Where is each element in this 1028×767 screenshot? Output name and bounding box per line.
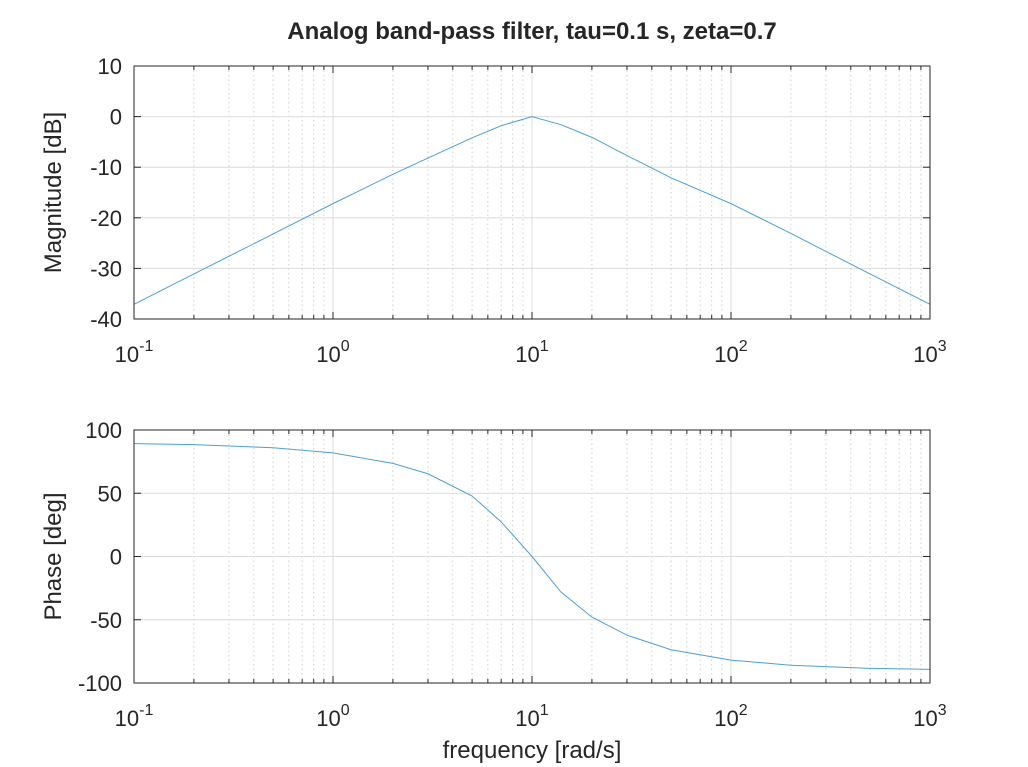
magnitude-y-tick-label: 10 — [98, 54, 122, 79]
magnitude-series-line — [133, 116, 931, 305]
phase-x-axis-label: frequency [rad/s] — [443, 737, 622, 764]
phase-y-tick-label: 0 — [110, 545, 122, 570]
magnitude-x-tick-label: 102 — [714, 338, 747, 367]
magnitude-x-tick-label: 100 — [316, 338, 349, 367]
phase-x-tick-label: 101 — [515, 702, 548, 731]
phase-x-tick-label: 100 — [316, 702, 349, 731]
phase-x-tick-label: 102 — [714, 702, 747, 731]
chart-title: Analog band-pass filter, tau=0.1 s, zeta… — [287, 18, 777, 45]
magnitude-y-tick-label: 0 — [110, 105, 122, 130]
magnitude-y-tick-label: -40 — [90, 307, 122, 332]
phase-y-tick-label: -50 — [90, 608, 122, 633]
magnitude-y-tick-label: -30 — [90, 256, 122, 281]
phase-x-tick-label: 10-1 — [115, 702, 154, 731]
magnitude-y-axis-label: Magnitude [dB] — [40, 112, 67, 273]
magnitude-y-tick-label: -20 — [90, 206, 122, 231]
magnitude-x-tick-label: 103 — [913, 338, 946, 367]
magnitude-x-tick-label: 10-1 — [115, 338, 154, 367]
phase-y-tick-label: 100 — [85, 418, 122, 443]
magnitude-axes: -40 -30 -20 -10 0 10 10-1 100 101 102 103 Magnitude… — [40, 54, 947, 367]
phase-axes: -100 -50 0 50 100 10-1 100 101 102 103 Phase [deg]… — [40, 418, 947, 764]
phase-x-tick-label: 103 — [913, 702, 946, 731]
magnitude-y-tick-label: -10 — [90, 155, 122, 180]
phase-y-tick-label: -100 — [78, 671, 122, 696]
phase-y-tick-label: 50 — [98, 481, 122, 506]
phase-y-axis-label: Phase [deg] — [40, 492, 67, 620]
phase-series-line — [133, 443, 931, 670]
magnitude-x-tick-label: 101 — [515, 338, 548, 367]
